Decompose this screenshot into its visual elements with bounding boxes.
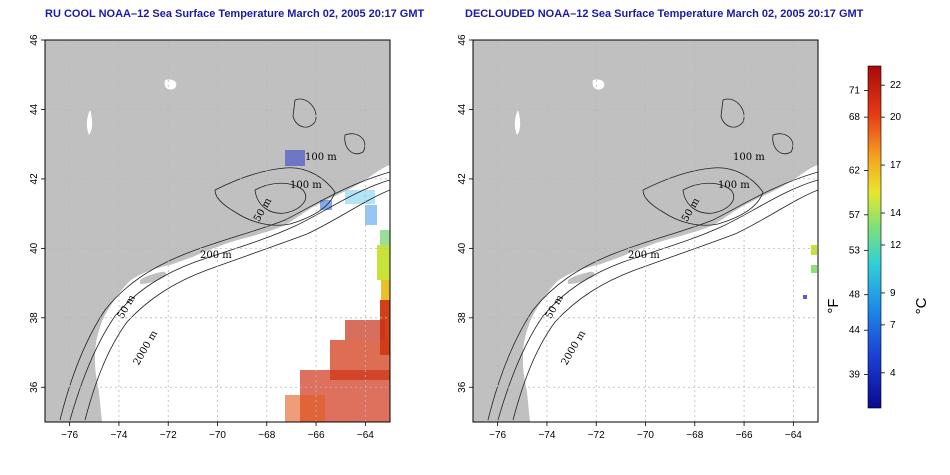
celsius-tick-label: 20 bbox=[890, 112, 902, 123]
lat-tick-label: 36 bbox=[29, 381, 40, 393]
lat-tick-label: 42 bbox=[457, 173, 468, 185]
lon-tick-label: −76 bbox=[489, 430, 506, 441]
lat-tick-label: 38 bbox=[457, 312, 468, 324]
lon-tick-label: −68 bbox=[686, 430, 703, 441]
lon-tick-label: −66 bbox=[736, 430, 753, 441]
left-grid bbox=[45, 40, 390, 422]
lat-tick-label: 44 bbox=[457, 103, 468, 115]
contour-label: 100 m bbox=[305, 152, 337, 163]
contour-label: 200 m bbox=[200, 250, 232, 261]
celsius-tick-label: 12 bbox=[890, 240, 902, 251]
celsius-unit-label: °C bbox=[913, 297, 930, 314]
fahrenheit-tick-label: 68 bbox=[849, 112, 861, 123]
lat-tick-label: 40 bbox=[29, 242, 40, 254]
right-grid bbox=[473, 40, 818, 422]
right-map-title: DECLOUDED NOAA–12 Sea Surface Temperatur… bbox=[465, 8, 864, 20]
right-lake bbox=[514, 110, 521, 135]
lon-tick-label: −72 bbox=[588, 430, 605, 441]
celsius-tick-label: 14 bbox=[890, 208, 902, 219]
fahrenheit-tick-label: 62 bbox=[849, 165, 861, 176]
colorbar-gradient bbox=[867, 65, 882, 409]
celsius-tick-label: 17 bbox=[890, 160, 902, 171]
contour-label: 100 m bbox=[290, 180, 322, 191]
lon-tick-label: −74 bbox=[110, 430, 127, 441]
right-axes: −76 −74 −72 −70 −68 −66 −64 36 38 40 42 44 46 bbox=[457, 34, 802, 441]
lat-tick-label: 46 bbox=[29, 34, 40, 46]
right-lake bbox=[592, 79, 605, 90]
lon-tick-label: −70 bbox=[637, 430, 654, 441]
left-lake bbox=[164, 79, 177, 90]
lon-tick-label: −70 bbox=[209, 430, 226, 441]
lon-tick-label: −72 bbox=[160, 430, 177, 441]
contour-label: 200 m bbox=[628, 250, 660, 261]
lat-tick-label: 40 bbox=[457, 242, 468, 254]
right-sst-pixels bbox=[803, 245, 817, 299]
fahrenheit-tick-label: 48 bbox=[849, 290, 861, 301]
fahrenheit-tick-label: 44 bbox=[849, 325, 861, 336]
lon-tick-label: −64 bbox=[785, 430, 802, 441]
lon-tick-label: −76 bbox=[61, 430, 78, 441]
right-map-panel: 100 m 100 m 50 m 200 m 50 m 2000 m −76 −7… bbox=[457, 34, 819, 441]
lon-tick-label: −74 bbox=[538, 430, 555, 441]
lat-tick-label: 46 bbox=[457, 34, 468, 46]
contour-label: 100 m bbox=[733, 152, 765, 163]
lat-tick-label: 44 bbox=[29, 103, 40, 115]
left-map-title: RU COOL NOAA–12 Sea Surface Temperature … bbox=[45, 8, 425, 20]
left-map-panel: 100 m 100 m 50 m 200 m 50 m 2000 m −76 −7… bbox=[29, 34, 391, 441]
fahrenheit-tick-label: 71 bbox=[849, 86, 861, 97]
left-sst-pixels bbox=[285, 150, 390, 422]
celsius-tick-label: 7 bbox=[890, 320, 896, 331]
lon-tick-label: −68 bbox=[258, 430, 275, 441]
lat-tick-label: 36 bbox=[457, 381, 468, 393]
contour-label: 100 m bbox=[718, 180, 750, 191]
lat-tick-label: 42 bbox=[29, 173, 40, 185]
celsius-tick-label: 22 bbox=[890, 80, 902, 91]
lon-tick-label: −66 bbox=[308, 430, 325, 441]
fahrenheit-unit-label: °F bbox=[825, 298, 842, 313]
celsius-tick-label: 9 bbox=[890, 288, 896, 299]
right-contours bbox=[487, 98, 818, 421]
fahrenheit-tick-label: 57 bbox=[849, 210, 861, 221]
fahrenheit-tick-label: 53 bbox=[849, 245, 861, 256]
left-axes: −76 −74 −72 −70 −68 −66 −64 36 38 40 42 44 46 bbox=[29, 34, 374, 441]
left-contours bbox=[59, 98, 390, 421]
left-lake bbox=[86, 110, 93, 135]
celsius-tick-label: 4 bbox=[890, 368, 896, 379]
fahrenheit-tick-label: 39 bbox=[849, 370, 861, 381]
lon-tick-label: −64 bbox=[357, 430, 374, 441]
lat-tick-label: 38 bbox=[29, 312, 40, 324]
